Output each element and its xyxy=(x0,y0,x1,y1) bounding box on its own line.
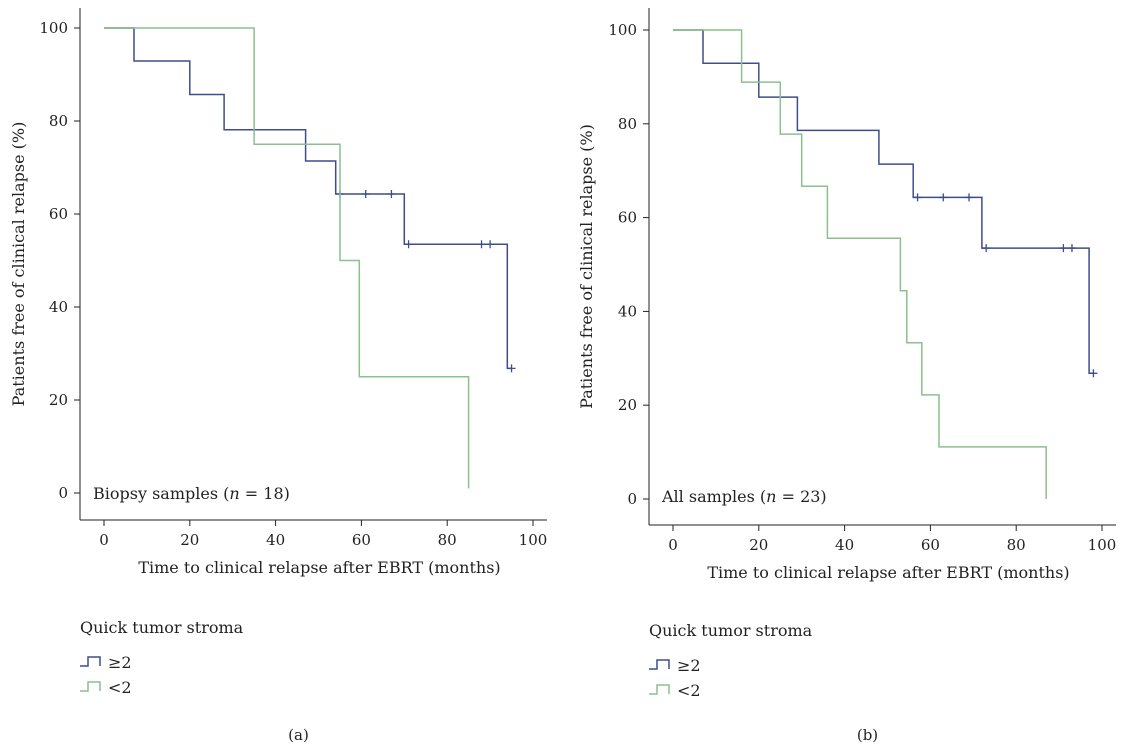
censor-mark xyxy=(361,190,370,199)
series-line-high xyxy=(673,29,1094,375)
censor-mark xyxy=(939,193,948,202)
x-tick-label: 80 xyxy=(438,531,457,549)
x-tick-label: 20 xyxy=(180,531,199,549)
annotation-n: n xyxy=(229,484,239,503)
y-tick-label: 20 xyxy=(49,391,68,409)
series-line-high xyxy=(104,27,512,370)
legend-swatch-low xyxy=(649,684,670,695)
censor-mark xyxy=(507,364,516,373)
censor-mark xyxy=(982,244,991,253)
legend-swatch-high xyxy=(80,656,101,667)
y-tick-label: 100 xyxy=(608,21,637,39)
x-tick-label: 40 xyxy=(835,536,854,554)
censor-mark xyxy=(477,240,486,249)
annotation-text: = 18) xyxy=(240,484,290,503)
x-tick-label: 0 xyxy=(99,531,109,549)
x-tick-label: 0 xyxy=(668,536,678,554)
panel-label: (a) xyxy=(288,726,309,744)
censor-mark xyxy=(965,193,974,202)
y-tick-label: 60 xyxy=(49,205,68,223)
y-tick-label: 60 xyxy=(618,209,637,227)
x-tick-label: 60 xyxy=(352,531,371,549)
annotation-text: = 23) xyxy=(776,487,826,506)
x-tick-label: 40 xyxy=(266,531,285,549)
annotation-n: n xyxy=(766,487,776,506)
censor-mark xyxy=(404,240,413,249)
y-tick-label: 0 xyxy=(627,490,637,508)
censor-mark xyxy=(1089,369,1098,378)
legend-label: ≥2 xyxy=(108,653,132,672)
y-tick-label: 40 xyxy=(49,298,68,316)
x-axis-label: Time to clinical relapse after EBRT (mon… xyxy=(707,563,1069,582)
series-line-low xyxy=(104,27,470,489)
censor-mark xyxy=(1067,244,1076,253)
annotation-text: Biopsy samples ( xyxy=(93,484,229,503)
censor-mark xyxy=(1059,244,1068,253)
legend-swatch-low xyxy=(80,681,101,692)
legend-title: Quick tumor stroma xyxy=(80,618,244,637)
y-tick-label: 0 xyxy=(58,484,68,502)
censor-mark xyxy=(913,193,922,202)
x-tick-label: 60 xyxy=(921,536,940,554)
y-tick-label: 80 xyxy=(618,115,637,133)
legend-title: Quick tumor stroma xyxy=(649,621,813,640)
legend-swatch-high xyxy=(649,659,670,670)
y-axis-label: Patients free of clinical relapse (%) xyxy=(9,122,28,407)
series-line-low xyxy=(673,29,1047,499)
x-axis-label: Time to clinical relapse after EBRT (mon… xyxy=(138,558,500,577)
y-tick-label: 40 xyxy=(618,302,637,320)
sample-annotation: Biopsy samples (n = 18) xyxy=(93,484,290,503)
chart-panel-a: 0 20 40 60 80 100 0 20 40 60 80 100 Time to clinical… xyxy=(9,8,547,744)
sample-annotation: All samples (n = 23) xyxy=(661,487,827,506)
y-tick-label: 80 xyxy=(49,112,68,130)
legend-label: ≥2 xyxy=(677,656,701,675)
y-tick-label: 100 xyxy=(39,19,68,37)
y-tick-label: 20 xyxy=(618,396,637,414)
x-tick-label: 100 xyxy=(519,531,548,549)
x-tick-label: 80 xyxy=(1007,536,1026,554)
x-tick-label: 20 xyxy=(749,536,768,554)
x-tick-label: 100 xyxy=(1088,536,1117,554)
censor-mark xyxy=(387,190,396,199)
legend-label: <2 xyxy=(677,681,701,700)
censor-mark xyxy=(486,240,495,249)
y-axis-label: Patients free of clinical relapse (%) xyxy=(577,124,596,409)
legend-label: <2 xyxy=(108,678,132,697)
annotation-text: All samples ( xyxy=(661,487,766,506)
panel-label: (b) xyxy=(857,726,878,744)
chart-panel-b: 0 20 40 60 80 100 0 20 40 60 80 100 Time to clinical… xyxy=(577,8,1116,744)
